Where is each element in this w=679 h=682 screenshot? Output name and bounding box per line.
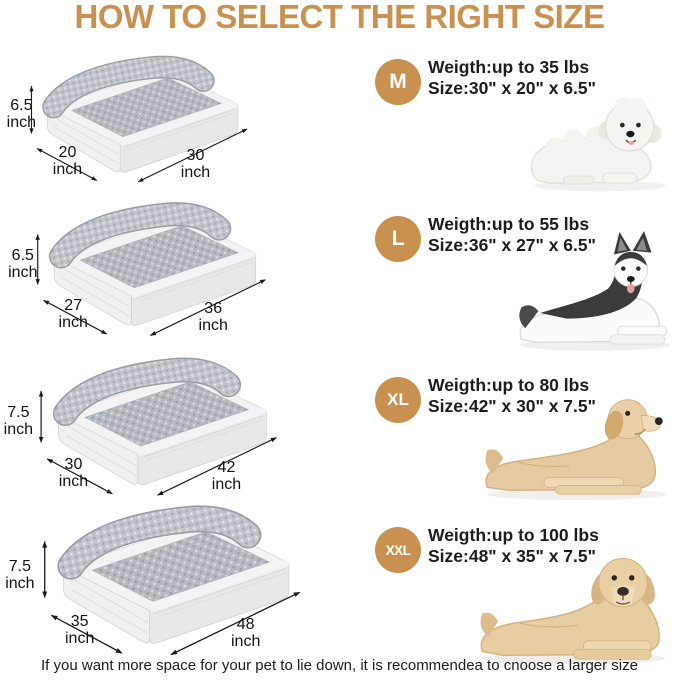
size-badge-xxl: XXL <box>375 527 421 573</box>
bed-illustration-l: 6.5 inch 27 inch 36 inch <box>6 192 286 342</box>
length-label: 42 inch <box>211 458 242 493</box>
length-label: 30 inch <box>180 146 211 181</box>
size-text: Size:30" x 20" x 6.5" <box>428 78 596 98</box>
pet-bed-image <box>0 494 332 662</box>
bed-illustration-xl: 7.5 inch 30 inch 42 inch <box>0 347 306 502</box>
size-text: Size:36" x 27" x 6.5" <box>428 235 596 255</box>
spec-text-xxl: Weigth:up to 100 lbs Size:48" x 35" x 7.… <box>428 525 599 567</box>
length-label: 36 inch <box>198 299 228 334</box>
weight-text: Weigth:up to 35 lbs <box>428 57 590 77</box>
size-badge-l: L <box>375 216 421 262</box>
golden-retriever-dog-image <box>476 390 678 502</box>
size-badge-m: M <box>375 59 421 105</box>
pet-bed-image <box>0 347 306 502</box>
white-fluffy-dog-image <box>524 90 676 195</box>
pet-bed-image <box>6 192 286 342</box>
weight-text: Weigth:up to 55 lbs <box>428 214 590 234</box>
width-label: 30 inch <box>58 455 89 490</box>
width-label: 35 inch <box>64 613 95 648</box>
spec-text-xl: Weigth:up to 80 lbs Size:42" x 30" x 7.5… <box>428 375 596 417</box>
weight-text: Weigth:up to 80 lbs <box>428 375 590 395</box>
size-badge-xl: XL <box>375 377 421 423</box>
bed-illustration-xxl: 7.5 inch 35 inch 48 inch <box>0 494 332 662</box>
page-title: HOW TO SELECT THE RIGHT SIZE <box>74 0 605 35</box>
labrador-dog-image <box>474 540 678 666</box>
height-label: 7.5 inch <box>3 404 34 439</box>
width-label: 20 inch <box>52 144 83 179</box>
weight-text: Weigth:up to 100 lbs <box>428 525 599 545</box>
pet-bed-image <box>6 46 262 188</box>
height-label: 6.5 inch <box>6 97 37 132</box>
spec-text-m: Weigth:up to 35 lbs Size:30" x 20" x 6.5… <box>428 57 596 99</box>
spec-text-l: Weigth:up to 55 lbs Size:36" x 27" x 6.5… <box>428 214 596 256</box>
footer-note: If you want more space for your pet to l… <box>41 657 638 674</box>
bed-illustration-m: 6.5 inch 20 inch 30 inch <box>6 46 262 188</box>
width-label: 27 inch <box>58 296 88 331</box>
size-text: Size:48" x 35" x 7.5" <box>428 546 596 566</box>
height-label: 7.5 inch <box>5 557 35 592</box>
length-label: 48 inch <box>230 616 261 651</box>
size-text: Size:42" x 30" x 7.5" <box>428 396 596 416</box>
height-label: 6.5 inch <box>8 247 38 281</box>
husky-dog-image <box>512 224 677 352</box>
